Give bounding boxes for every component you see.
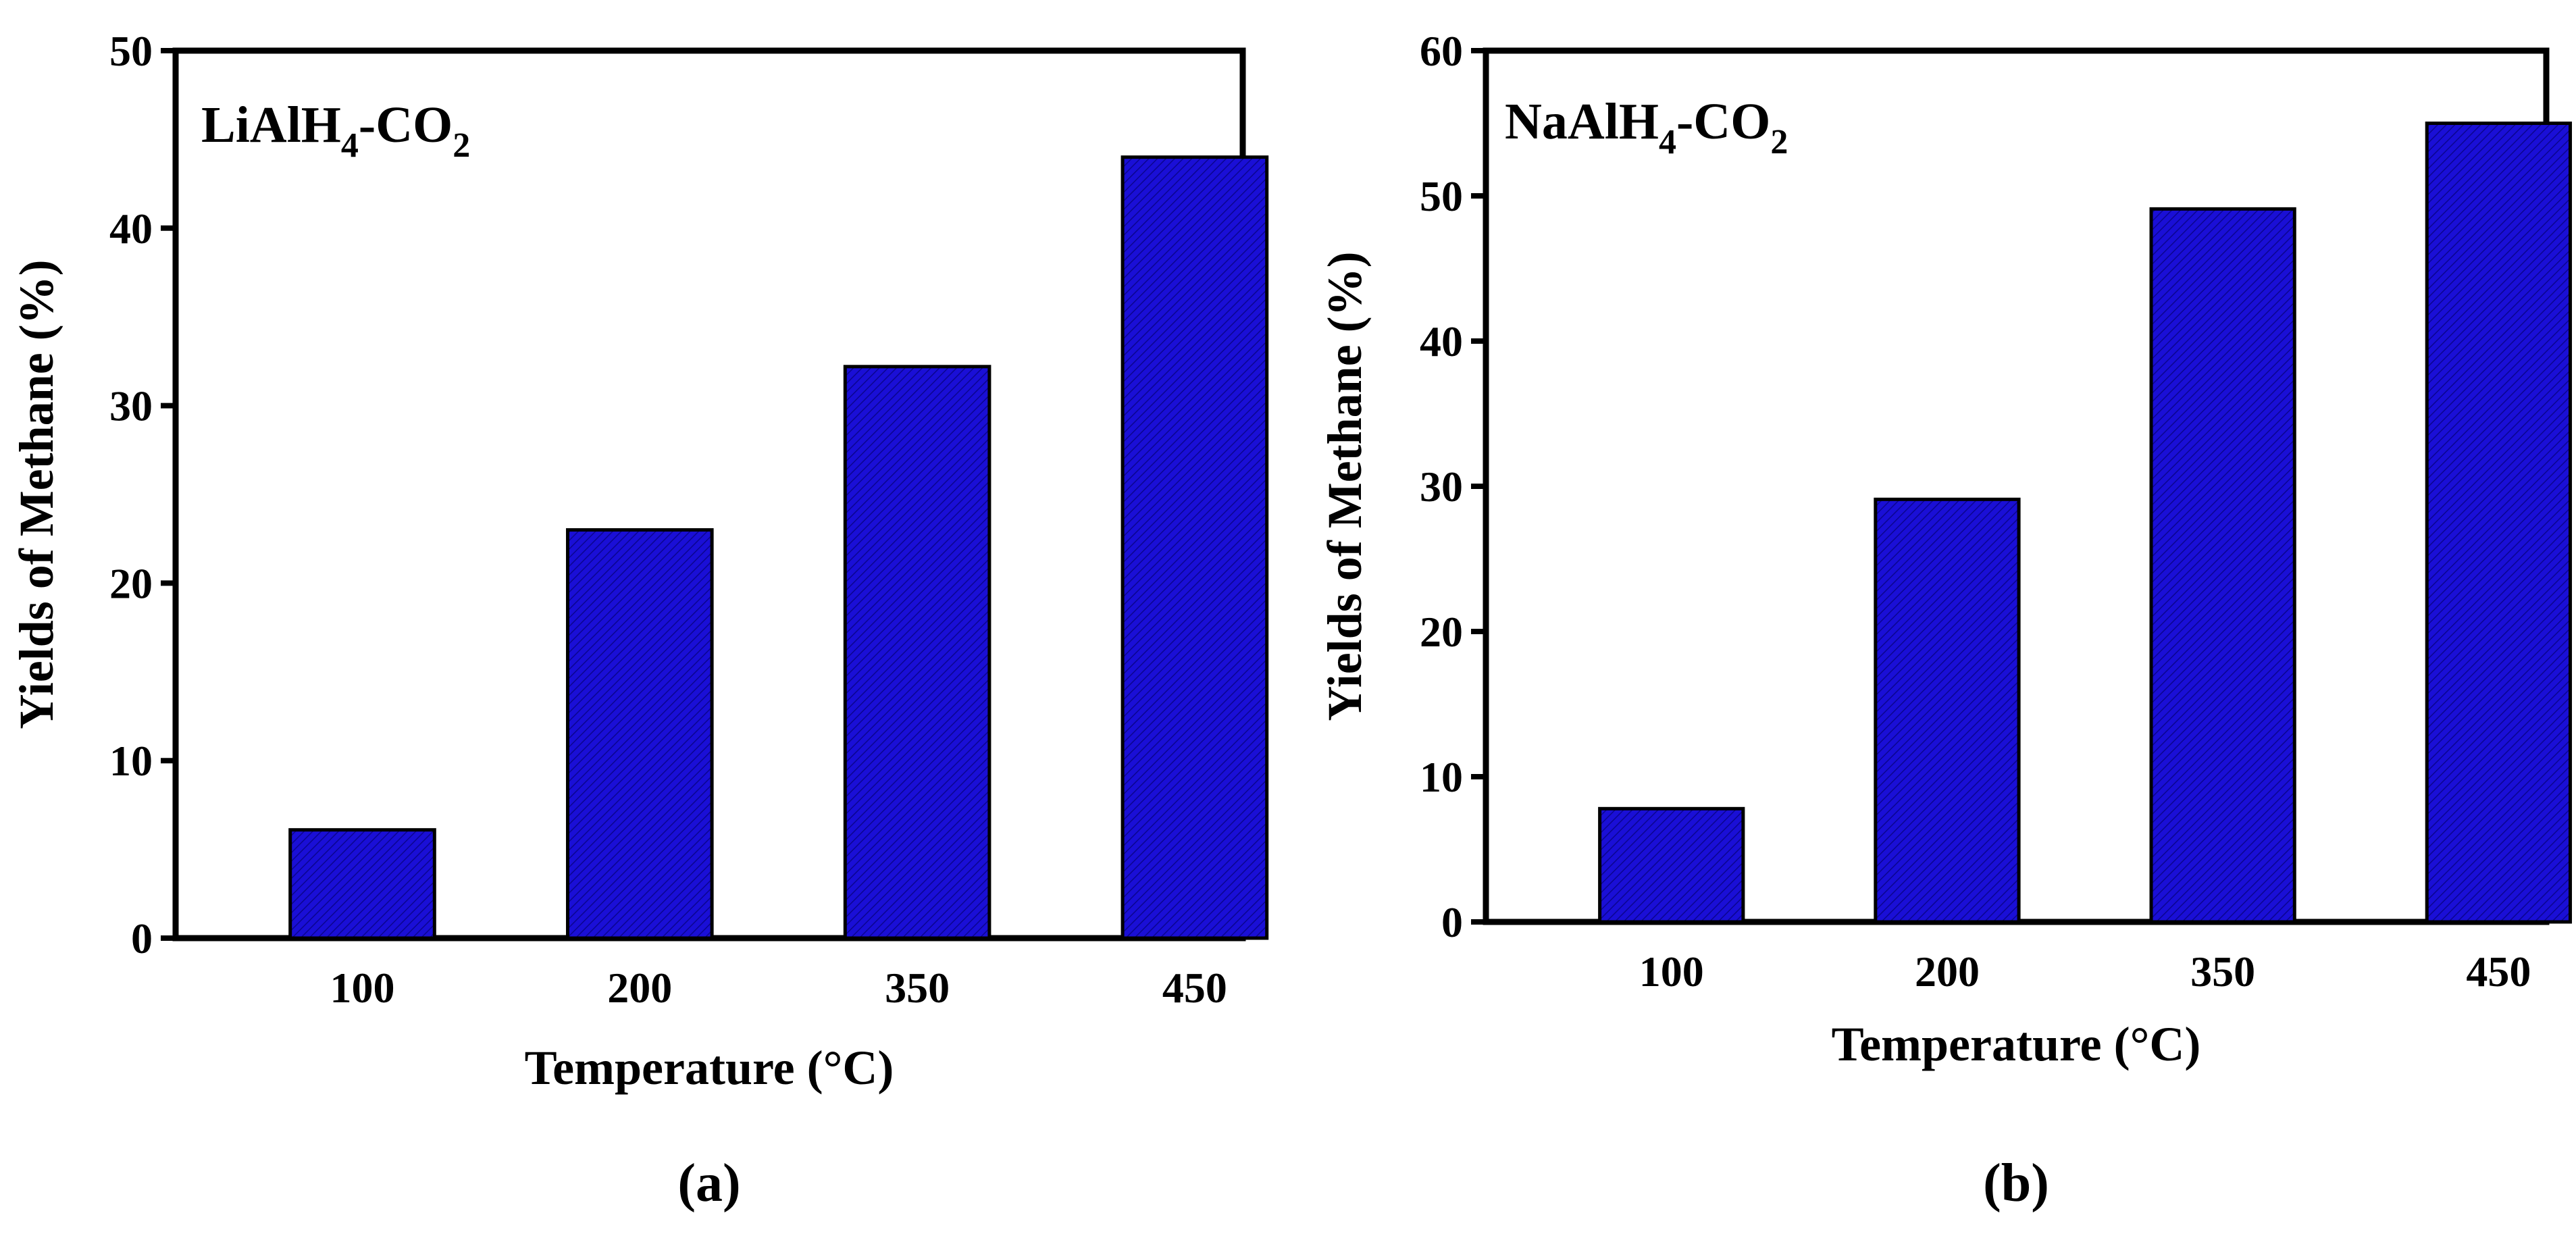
chart-panel-b: NaAlH4-CO2 0 10 20 30 40 50 60 100 200 350 450 Yi…: [1318, 27, 2572, 1213]
y-tick-label: 10: [1420, 753, 1463, 801]
y-axis-ticks: 0 10 20 30 40 50 60: [1420, 27, 1486, 946]
y-tick-label: 60: [1420, 27, 1463, 75]
bar-450: [2425, 122, 2572, 924]
x-axis-ticks: 100 200 350 450: [1639, 948, 2531, 996]
y-tick-label: 40: [109, 205, 153, 253]
x-axis-title: Temperature (°C): [525, 1041, 894, 1095]
y-tick-label: 30: [1420, 463, 1463, 511]
panel-title: LiAlH4-CO2: [201, 97, 470, 165]
x-tick-label: 450: [2466, 948, 2531, 996]
y-tick-label: 20: [1420, 608, 1463, 656]
x-axis-ticks: 100 200 350 450: [330, 964, 1227, 1012]
bar-200: [565, 528, 714, 940]
y-axis-ticks: 0 10 20 30 40 50: [109, 27, 176, 962]
y-tick-label: 20: [109, 559, 153, 607]
bar-350: [843, 365, 991, 940]
panel-caption: (a): [677, 1154, 740, 1213]
chart-panel-a: LiAlH4-CO2 0 10 20 30 40 50 100 200 350 450 Yiel…: [9, 27, 1269, 1213]
x-tick-label: 350: [885, 964, 950, 1012]
panel-title: NaAlH4-CO2: [1505, 93, 1788, 161]
y-tick-label: 50: [109, 27, 153, 75]
x-tick-label: 100: [1639, 948, 1704, 996]
x-tick-label: 450: [1162, 964, 1227, 1012]
y-tick-label: 0: [131, 914, 153, 962]
bar-200: [1874, 497, 2021, 924]
y-tick-label: 50: [1420, 172, 1463, 220]
y-tick-label: 30: [109, 382, 153, 430]
x-tick-label: 100: [330, 964, 395, 1012]
x-axis-title: Temperature (°C): [1832, 1017, 2201, 1071]
x-tick-label: 350: [2190, 948, 2255, 996]
y-tick-label: 0: [1441, 898, 1463, 946]
bar-series: [1598, 122, 2572, 924]
y-axis-title: Yields of Methane (%): [1318, 251, 1372, 721]
y-tick-label: 40: [1420, 317, 1463, 365]
y-tick-label: 10: [109, 737, 153, 785]
bar-series: [288, 155, 1269, 940]
bar-100: [288, 828, 436, 940]
y-axis-title: Yields of Methane (%): [9, 259, 63, 729]
x-tick-label: 200: [1915, 948, 1980, 996]
bar-100: [1598, 806, 1745, 924]
bar-350: [2149, 207, 2296, 924]
bar-450: [1120, 155, 1269, 940]
x-tick-label: 200: [607, 964, 672, 1012]
panel-caption: (b): [1983, 1154, 2049, 1213]
